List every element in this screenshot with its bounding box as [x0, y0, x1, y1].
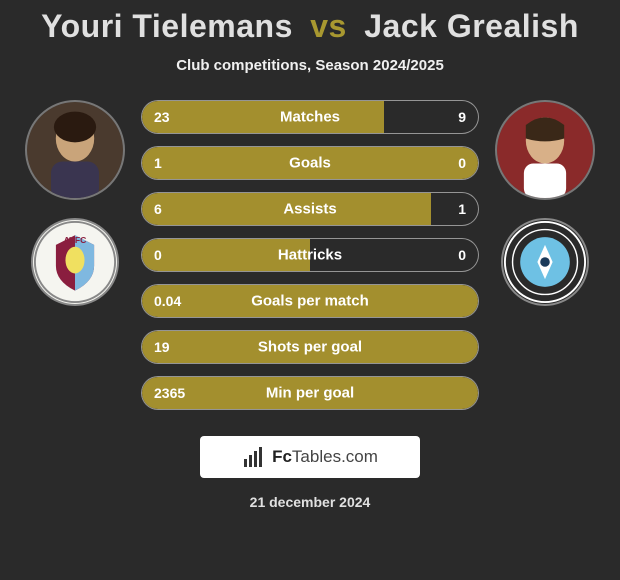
club-badge-icon — [503, 218, 587, 306]
stat-value-right: 1 — [458, 201, 466, 217]
comparison-card: Youri Tielemans vs Jack Grealish Club co… — [0, 0, 620, 580]
stat-value-right: 9 — [458, 109, 466, 125]
player1-name: Youri Tielemans — [41, 8, 293, 44]
club-badge-icon: AVFC — [33, 218, 117, 306]
left-side: AVFC — [15, 100, 135, 410]
stat-value-left: 0 — [154, 247, 162, 263]
stat-fill — [142, 101, 384, 133]
vs-separator: vs — [310, 8, 347, 44]
brand-text: FcTables.com — [272, 447, 378, 467]
stat-value-left: 1 — [154, 155, 162, 171]
club-badge-text: AVFC — [64, 235, 87, 245]
stat-label: Shots per goal — [258, 339, 362, 356]
player2-club-badge — [501, 218, 589, 306]
player1-club-badge: AVFC — [31, 218, 119, 306]
fctables-logo-icon — [242, 445, 266, 469]
stat-row: 1 Goals 0 — [141, 146, 479, 180]
stat-label: Matches — [280, 109, 340, 126]
right-side — [485, 100, 605, 410]
stat-label: Assists — [283, 201, 336, 218]
footer-date: 21 december 2024 — [250, 494, 371, 510]
stat-row: 0 Hattricks 0 — [141, 238, 479, 272]
stat-label: Goals — [289, 155, 331, 172]
stats-column: 23 Matches 9 1 Goals 0 6 Assists 1 0 Hattricks 0 0.0… — [135, 100, 485, 410]
stat-label: Hattricks — [278, 247, 342, 264]
stat-value-right: 0 — [458, 247, 466, 263]
stat-value-left: 23 — [154, 109, 170, 125]
avatar-placeholder-icon — [497, 102, 593, 198]
brand-fc: Fc — [272, 447, 292, 466]
stat-row: 19 Shots per goal — [141, 330, 479, 364]
stat-label: Goals per match — [251, 293, 369, 310]
stat-row: 23 Matches 9 — [141, 100, 479, 134]
stat-value-left: 2365 — [154, 385, 185, 401]
player1-avatar — [25, 100, 125, 200]
stat-value-left: 19 — [154, 339, 170, 355]
content-area: AVFC 23 Matches 9 1 Goals 0 6 Assists 1 0 Hattrick… — [0, 100, 620, 410]
brand-tables: Tables.com — [292, 447, 378, 466]
stat-value-left: 6 — [154, 201, 162, 217]
player2-avatar — [495, 100, 595, 200]
stat-value-left: 0.04 — [154, 293, 181, 309]
footer-brand-badge: FcTables.com — [200, 436, 420, 478]
title: Youri Tielemans vs Jack Grealish — [41, 8, 579, 45]
avatar-placeholder-icon — [27, 102, 123, 198]
player2-name: Jack Grealish — [364, 8, 579, 44]
stat-row: 0.04 Goals per match — [141, 284, 479, 318]
subtitle: Club competitions, Season 2024/2025 — [176, 57, 444, 74]
stat-label: Min per goal — [266, 385, 354, 402]
stat-row: 6 Assists 1 — [141, 192, 479, 226]
stat-value-right: 0 — [458, 155, 466, 171]
stat-row: 2365 Min per goal — [141, 376, 479, 410]
